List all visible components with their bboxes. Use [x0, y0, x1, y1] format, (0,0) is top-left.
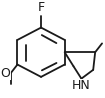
Text: O: O	[1, 67, 11, 80]
Text: F: F	[37, 0, 45, 14]
Text: HN: HN	[72, 79, 91, 92]
